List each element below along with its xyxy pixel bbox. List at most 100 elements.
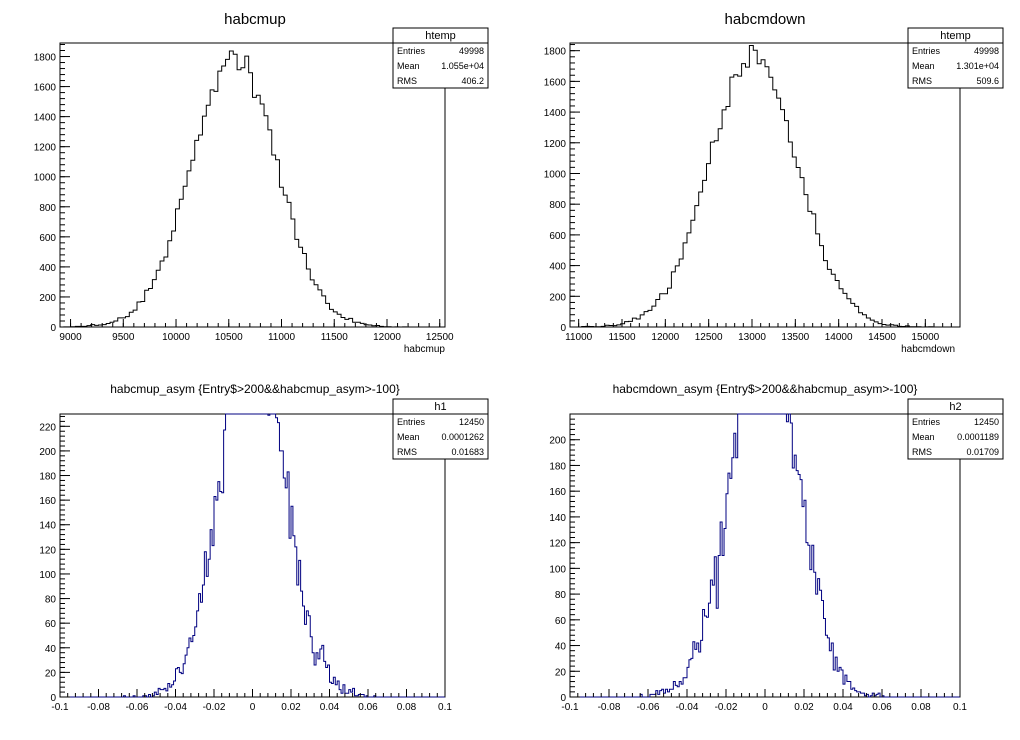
x-tick-label: 12000 (373, 332, 401, 343)
y-tick-label: 200 (39, 447, 56, 458)
x-tick-label: 0 (762, 702, 768, 713)
stats-value: 0.01683 (451, 447, 484, 457)
histogram-line (570, 413, 960, 698)
panel-title: habcmdown (725, 11, 806, 28)
x-tick-label: 12500 (695, 332, 723, 343)
x-tick-label: 10000 (162, 332, 190, 343)
y-tick-label: 800 (39, 203, 56, 214)
y-tick-label: 400 (549, 262, 566, 273)
stats-box-name: h1 (434, 401, 446, 413)
y-tick-label: 1400 (544, 108, 567, 119)
x-tick-label: -0.1 (51, 702, 69, 713)
x-tick-label: -0.1 (561, 702, 579, 713)
y-tick-label: 1800 (34, 53, 57, 64)
stats-value: 0.01709 (966, 447, 999, 457)
stats-value: 0.0001189 (957, 432, 999, 442)
y-tick-label: 1000 (34, 173, 57, 184)
x-tick-label: -0.02 (715, 702, 738, 713)
stats-label: RMS (397, 447, 417, 457)
y-tick-label: 180 (39, 472, 56, 483)
y-tick-label: 140 (549, 513, 566, 524)
stats-label: Mean (397, 432, 420, 442)
x-tick-label: -0.04 (676, 702, 699, 713)
stats-value: 12450 (459, 417, 484, 427)
histogram-panel-3: habcmup_asym {Entry$>200&&habcmup_asym>-… (39, 382, 489, 713)
y-tick-label: 1200 (544, 139, 567, 150)
x-tick-label: 11000 (565, 332, 593, 343)
stats-box: htemp Entries 49998 Mean 1.055e+04 RMS 406.2 (392, 27, 489, 89)
y-tick-label: 1600 (544, 77, 567, 88)
x-tick-label: 10500 (215, 332, 243, 343)
histogram-line (60, 413, 445, 698)
plot-frame (59, 42, 446, 328)
plot-frame (569, 42, 961, 328)
y-tick-label: 200 (39, 293, 56, 304)
stats-value: 1.301e+04 (956, 61, 999, 71)
x-tick-label: 15000 (911, 332, 939, 343)
y-tick-label: 1000 (544, 169, 567, 180)
y-tick-label: 120 (39, 545, 56, 556)
histogram-panel-4: habcmdown_asym {Entry$>200&&habcmup_asym… (549, 382, 1004, 713)
stats-box-frame (392, 398, 489, 460)
histogram-panel-1: habcmup 0 200 400 600 800 1000 1200 1400 1600 1800… (34, 11, 489, 355)
y-tick-label: 0 (50, 323, 56, 334)
y-tick-label: 100 (39, 570, 56, 581)
x-tick-label: 12500 (426, 332, 454, 343)
stats-box-frame (907, 27, 1004, 89)
y-tick-label: 220 (39, 422, 56, 433)
stats-label: RMS (912, 447, 932, 457)
stats-label: RMS (912, 76, 932, 86)
y-tick-label: 0 (560, 693, 566, 704)
stats-value: 1.055e+04 (441, 61, 484, 71)
y-tick-label: 20 (45, 668, 57, 679)
x-tick-label: -0.08 (87, 702, 110, 713)
x-tick-label: 14500 (868, 332, 896, 343)
histogram-line (570, 44, 960, 328)
stats-label: Entries (912, 46, 941, 56)
x-tick-label: 13000 (738, 332, 766, 343)
y-tick-label: 20 (555, 667, 567, 678)
x-tick-label: 0 (250, 702, 256, 713)
stats-value: 49998 (459, 46, 484, 56)
y-tick-label: 120 (549, 539, 566, 550)
y-tick-label: 40 (45, 644, 57, 655)
y-tick-label: 80 (555, 590, 567, 601)
x-tick-label: 9000 (59, 332, 82, 343)
plot-frame (59, 413, 446, 698)
y-tick-label: 60 (45, 619, 57, 630)
x-tick-label: 0.1 (953, 702, 967, 713)
x-tick-label: 0.02 (794, 702, 814, 713)
y-tick-label: 1200 (34, 143, 57, 154)
y-tick-label: 200 (549, 292, 566, 303)
y-tick-label: 200 (549, 436, 566, 447)
y-tick-label: 0 (50, 693, 56, 704)
plot-frame (569, 413, 961, 698)
histogram-panel-2: habcmdown 0 200 400 600 800 1000 1200 1400 1600 18… (544, 11, 1004, 355)
stats-box-frame (907, 398, 1004, 460)
stats-box-name: h2 (949, 401, 961, 413)
y-tick-label: 60 (555, 616, 567, 627)
y-tick-label: 1600 (34, 83, 57, 94)
x-tick-label: -0.06 (637, 702, 660, 713)
stats-box-name: htemp (425, 30, 456, 42)
y-tick-label: 1800 (544, 47, 567, 58)
stats-box: h1 Entries 12450 Mean 0.0001262 RMS 0.01683 (392, 398, 489, 460)
stats-value: 49998 (974, 46, 999, 56)
y-tick-label: 1400 (34, 113, 57, 124)
y-tick-label: 400 (39, 263, 56, 274)
x-tick-label: 0.06 (358, 702, 378, 713)
x-tick-label: 9500 (112, 332, 135, 343)
x-tick-label: 11500 (321, 332, 349, 343)
y-tick-label: 600 (39, 233, 56, 244)
y-tick-label: 600 (549, 231, 566, 242)
stats-label: Mean (912, 432, 935, 442)
y-tick-label: 100 (549, 564, 566, 575)
panel-title: habcmup (224, 11, 286, 28)
y-tick-label: 80 (45, 595, 57, 606)
y-tick-label: 800 (549, 200, 566, 211)
x-tick-label: -0.08 (598, 702, 621, 713)
x-tick-label: 14000 (825, 332, 853, 343)
stats-value: 0.0001262 (441, 432, 484, 442)
x-tick-label: 0.02 (281, 702, 301, 713)
